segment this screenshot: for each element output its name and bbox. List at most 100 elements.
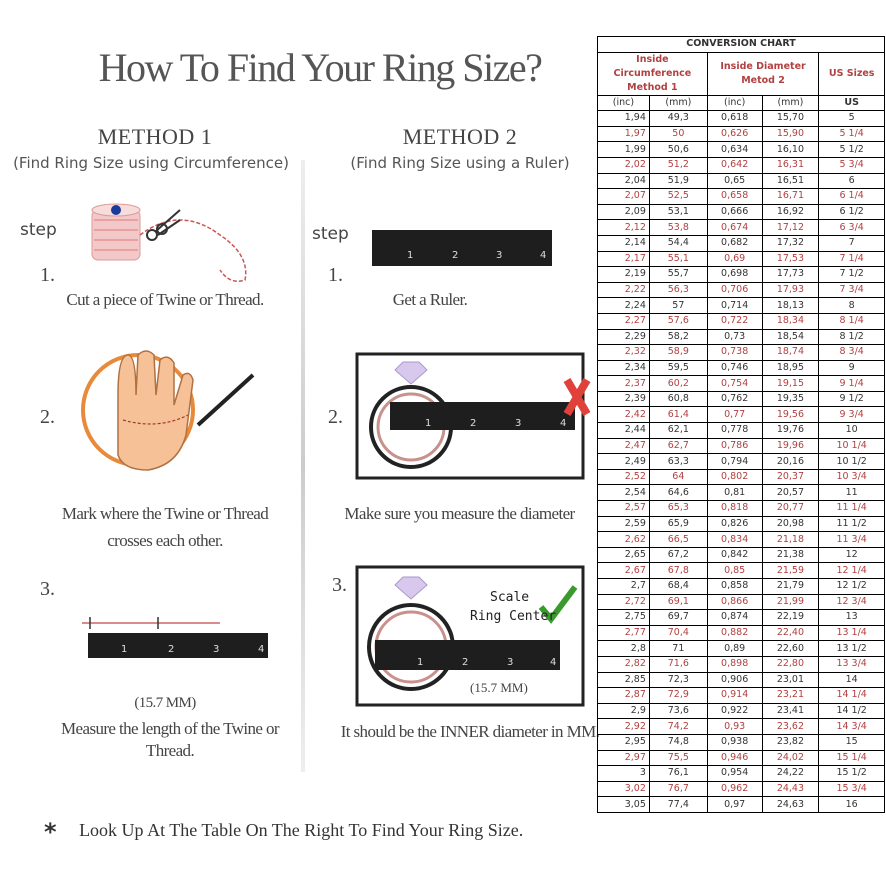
table-cell: 74,2 [648, 718, 708, 735]
table-cell: 2,37 [597, 375, 650, 392]
table-cell: 0,866 [706, 593, 763, 611]
table-cell: 11 3/4 [818, 531, 885, 548]
table-cell: 75,5 [648, 749, 708, 767]
table-cell: 17,32 [761, 234, 820, 252]
table-cell: 2,22 [597, 281, 650, 299]
svg-text:2: 2 [462, 657, 468, 668]
table-cell: 24,02 [761, 749, 820, 767]
table-cell: 0,81 [706, 484, 763, 502]
table-cell: 2,04 [597, 172, 650, 190]
svg-text:1: 1 [417, 657, 423, 668]
table-cell: 72,3 [648, 671, 708, 689]
table-cell: 0,794 [706, 453, 763, 470]
table-cell: 7 1/2 [818, 266, 885, 283]
table-cell: 10 1/2 [818, 453, 885, 470]
table-cell: 55,7 [648, 266, 708, 283]
method1-step2-number: 2. [40, 406, 55, 428]
table-cell: 0,746 [706, 359, 763, 377]
table-cell: 0,706 [706, 281, 763, 299]
table-cell: 20,37 [761, 468, 820, 486]
table-cell: 16,51 [761, 172, 820, 190]
table-cell: 14 3/4 [818, 718, 885, 735]
table-cell: 17,53 [761, 250, 820, 268]
table-row: 3,02 76,7 0,962 24,43 15 3/4 [597, 780, 885, 798]
table-cell: 73,6 [648, 702, 708, 720]
table-row: 2,67 67,8 0,85 21,59 12 1/4 [597, 562, 885, 579]
table-cell: 2,09 [597, 203, 650, 221]
table-row: 2,59 65,9 0,826 20,98 11 1/2 [597, 515, 885, 533]
table-row: 2,14 54,4 0,682 17,32 7 [597, 234, 885, 252]
table-cell: 21,38 [761, 546, 820, 564]
footer-note: * Look Up At The Table On The Right To F… [44, 818, 523, 846]
scissors-icon [146, 209, 181, 241]
table-cell: 62,1 [648, 422, 708, 439]
table-cell: 65,9 [648, 515, 708, 533]
us-sizes-header: US Sizes [818, 51, 885, 96]
table-row: 2,85 72,3 0,906 23,01 14 [597, 671, 885, 689]
table-cell: 65,3 [648, 500, 708, 517]
table-cell: 59,5 [648, 359, 708, 377]
table-cell: 16 [818, 796, 885, 813]
table-cell: 0,858 [706, 578, 763, 595]
table-cell: 12 3/4 [818, 593, 885, 611]
table-cell: 54,4 [648, 234, 708, 252]
method2-measurement: (15.7 MM) [470, 680, 528, 695]
table-cell: 71,6 [648, 655, 708, 673]
table-cell: 8 3/4 [818, 344, 885, 361]
table-cell: 76,1 [648, 765, 708, 782]
page-title: How To Find Your Ring Size? [98, 45, 543, 90]
table-cell: 68,4 [648, 578, 708, 595]
table-cell: 2,62 [597, 531, 650, 548]
table-cell: 2,27 [597, 312, 650, 330]
table-cell: 19,35 [761, 390, 820, 408]
table-row: 2,39 60,8 0,762 19,35 9 1/2 [597, 390, 885, 408]
table-cell: 5 1/4 [818, 125, 885, 143]
table-cell: 7 3/4 [818, 281, 885, 299]
table-cell: 8 1/2 [818, 328, 885, 346]
table-cell: 0,826 [706, 515, 763, 533]
table-cell: 15 [818, 733, 885, 751]
table-cell: 0,674 [706, 219, 763, 236]
scale-label: Scale [490, 590, 530, 605]
table-cell: 69,7 [648, 609, 708, 626]
table-cell: 49,3 [648, 110, 708, 127]
table-cell: 10 3/4 [818, 468, 885, 486]
diamond-icon [394, 576, 428, 600]
table-cell: 0,634 [706, 141, 763, 158]
table-row: 2,9 73,6 0,922 23,41 14 1/2 [597, 702, 885, 720]
table-cell: 62,7 [648, 437, 708, 455]
svg-text:2: 2 [470, 418, 476, 429]
table-cell: 20,57 [761, 484, 820, 502]
table-cell: 9 1/2 [818, 390, 885, 408]
table-cell: 14 [818, 671, 885, 689]
method2-step2-caption: Make sure you measure the diameter [344, 504, 575, 523]
table-cell: 67,8 [648, 562, 708, 579]
table-cell: 0,722 [706, 312, 763, 330]
table-cell: 2,82 [597, 655, 650, 673]
table-cell: 2,12 [597, 219, 650, 236]
table-cell: 5 1/2 [818, 141, 885, 158]
ring-center-label: Ring Center [470, 609, 557, 624]
table-cell: 8 1/4 [818, 312, 885, 330]
table-row: 2,42 61,4 0,77 19,56 9 3/4 [597, 406, 885, 424]
table-cell: 16,10 [761, 141, 820, 158]
table-row: 2,62 66,5 0,834 21,18 11 3/4 [597, 531, 885, 548]
table-cell: 60,8 [648, 390, 708, 408]
table-cell: 61,4 [648, 406, 708, 424]
table-row: 2,24 57 0,714 18,13 8 [597, 297, 885, 314]
unit-header: (mm) [648, 94, 708, 112]
method2-step3-number: 3. [332, 574, 347, 596]
table-cell: 1,99 [597, 141, 650, 158]
table-cell: 0,914 [706, 687, 763, 704]
table-cell: 0,89 [706, 640, 763, 657]
table-cell: 6 1/4 [818, 188, 885, 205]
table-cell: 0,946 [706, 749, 763, 767]
table-cell: 0,802 [706, 468, 763, 486]
table-cell: 19,76 [761, 422, 820, 439]
method1-step2-caption: Mark where the Twine or Thread crosses e… [61, 504, 269, 550]
table-cell: 2,77 [597, 624, 650, 642]
table-cell: 22,40 [761, 624, 820, 642]
table-cell: 2,52 [597, 468, 650, 486]
table-cell: 16,31 [761, 156, 820, 174]
table-row: 2,77 70,4 0,882 22,40 13 1/4 [597, 624, 885, 642]
